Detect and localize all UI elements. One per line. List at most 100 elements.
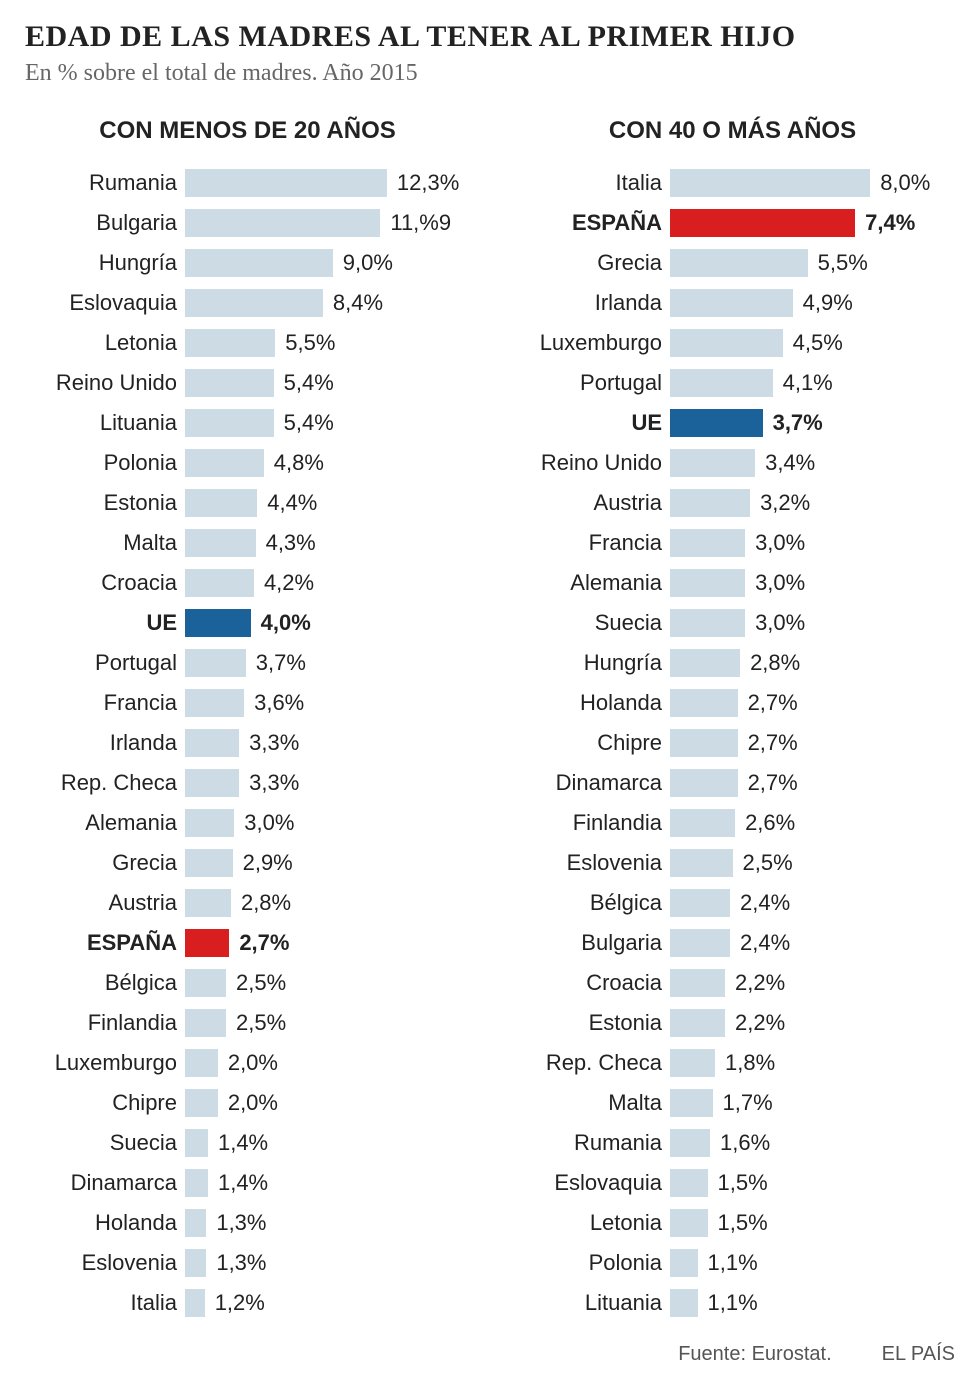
bar-row: Lituania5,4%	[25, 403, 470, 443]
bar-row: Chipre2,0%	[25, 1083, 470, 1123]
bar-label: Italia	[510, 170, 670, 196]
bar-label: Dinamarca	[25, 1170, 185, 1196]
bar-value: 4,8%	[264, 450, 324, 476]
bar-row: Bélgica2,5%	[25, 963, 470, 1003]
bar-label: Holanda	[510, 690, 670, 716]
bar-label: Holanda	[25, 1210, 185, 1236]
bar-area: 2,8%	[670, 649, 955, 677]
bar	[185, 1289, 205, 1317]
bar-row: Polonia1,1%	[510, 1243, 955, 1283]
bar	[185, 769, 239, 797]
bar-value: 4,1%	[773, 370, 833, 396]
bar-label: Irlanda	[25, 730, 185, 756]
bar-label: Estonia	[510, 1010, 670, 1036]
bar-value: 2,7%	[229, 930, 289, 956]
bar-row: Rep. Checa1,8%	[510, 1043, 955, 1083]
bar-row: Bélgica2,4%	[510, 883, 955, 923]
bar-area: 1,4%	[185, 1129, 470, 1157]
bar-area: 3,6%	[185, 689, 470, 717]
bar-area: 3,0%	[670, 569, 955, 597]
bar-row: Bulgaria11,%9	[25, 203, 470, 243]
bar-area: 5,4%	[185, 369, 470, 397]
bar-label: Croacia	[25, 570, 185, 596]
bar-label: Austria	[510, 490, 670, 516]
bar-value: 3,0%	[745, 530, 805, 556]
bar	[670, 249, 808, 277]
bar	[670, 889, 730, 917]
bar-area: 4,0%	[185, 609, 470, 637]
bar-area: 1,7%	[670, 1089, 955, 1117]
bar	[670, 1169, 708, 1197]
bar-value: 3,0%	[745, 570, 805, 596]
bar-value: 3,0%	[745, 610, 805, 636]
bar-label: Malta	[510, 1090, 670, 1116]
bar-label: Alemania	[25, 810, 185, 836]
chart-title: EDAD DE LAS MADRES AL TENER AL PRIMER HI…	[25, 20, 955, 54]
left-chart: CON MENOS DE 20 AÑOS Rumania12,3%Bulgari…	[25, 117, 470, 1323]
bar-label: Eslovaquia	[25, 290, 185, 316]
bar	[670, 649, 740, 677]
bar-label: Rep. Checa	[510, 1050, 670, 1076]
bar-value: 5,5%	[808, 250, 868, 276]
bar-area: 1,4%	[185, 1169, 470, 1197]
bar	[185, 969, 226, 997]
bar	[185, 449, 264, 477]
bar-value: 2,5%	[226, 970, 286, 996]
bar-label: Hungría	[510, 650, 670, 676]
bar-label: Letonia	[25, 330, 185, 356]
bar-value: 3,0%	[234, 810, 294, 836]
bar-row: Austria3,2%	[510, 483, 955, 523]
bar-area: 1,5%	[670, 1169, 955, 1197]
bar	[185, 169, 387, 197]
bar-label: Polonia	[510, 1250, 670, 1276]
bar-area: 4,3%	[185, 529, 470, 557]
bar-area: 7,4%	[670, 209, 955, 237]
bar	[185, 1169, 208, 1197]
bar-value: 2,8%	[231, 890, 291, 916]
bar-label: Malta	[25, 530, 185, 556]
bar-value: 1,4%	[208, 1130, 268, 1156]
bar	[670, 289, 793, 317]
bar-area: 2,4%	[670, 889, 955, 917]
bar-label: UE	[25, 610, 185, 636]
bar	[670, 529, 745, 557]
bar	[670, 489, 750, 517]
bar-row: Luxemburgo2,0%	[25, 1043, 470, 1083]
bar-row: Suecia1,4%	[25, 1123, 470, 1163]
bar-area: 1,3%	[185, 1249, 470, 1277]
bar	[670, 1249, 698, 1277]
bar	[185, 729, 239, 757]
bar-area: 2,7%	[670, 769, 955, 797]
bar-area: 2,7%	[670, 729, 955, 757]
bar-row: Eslovaquia8,4%	[25, 283, 470, 323]
bar-row: Croacia4,2%	[25, 563, 470, 603]
bar-area: 3,0%	[670, 609, 955, 637]
bar-value: 1,3%	[206, 1210, 266, 1236]
bar-area: 2,6%	[670, 809, 955, 837]
bar	[670, 169, 870, 197]
bar-value: 2,8%	[740, 650, 800, 676]
bar-value: 1,2%	[205, 1290, 265, 1316]
bar-label: Finlandia	[510, 810, 670, 836]
bar-row: Malta 4,3%	[25, 523, 470, 563]
bar-label: Grecia	[25, 850, 185, 876]
bar-value: 4,3%	[256, 530, 316, 556]
bar-row: Eslovenia1,3%	[25, 1243, 470, 1283]
bar-value: 9,0%	[333, 250, 393, 276]
bar-row: UE4,0%	[25, 603, 470, 643]
bar-value: 1,3%	[206, 1250, 266, 1276]
bar-value: 2,5%	[226, 1010, 286, 1036]
bar	[185, 1209, 206, 1237]
bar-label: Chipre	[510, 730, 670, 756]
bar-area: 1,1%	[670, 1249, 955, 1277]
bar	[185, 1049, 218, 1077]
bar-value: 1,4%	[208, 1170, 268, 1196]
bar-label: Hungría	[25, 250, 185, 276]
bar-value: 2,0%	[218, 1090, 278, 1116]
right-chart: CON 40 O MÁS AÑOS Italia8,0%ESPAÑA7,4%Gr…	[510, 117, 955, 1323]
bar-area: 1,2%	[185, 1289, 470, 1317]
bar-row: Austria2,8%	[25, 883, 470, 923]
bar-area: 4,8%	[185, 449, 470, 477]
bar-value: 1,6%	[710, 1130, 770, 1156]
chart-footer: Fuente: Eurostat. EL PAÍS	[25, 1343, 955, 1366]
